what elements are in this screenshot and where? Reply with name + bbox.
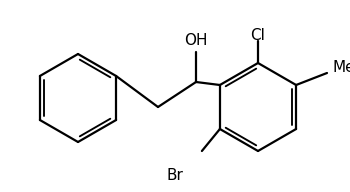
Text: OH: OH: [184, 33, 208, 48]
Text: Br: Br: [166, 168, 183, 183]
Text: Cl: Cl: [251, 28, 265, 43]
Text: Me: Me: [332, 60, 350, 75]
